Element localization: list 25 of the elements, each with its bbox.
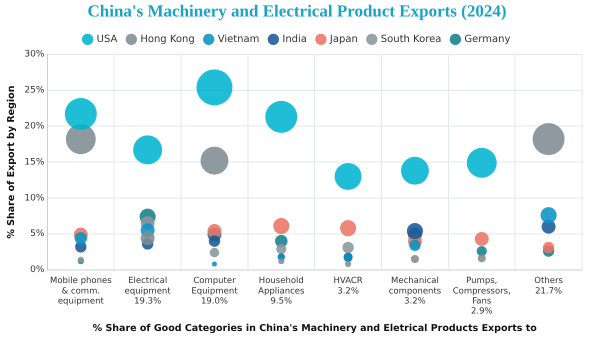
legend-label: Vietnam <box>218 34 260 45</box>
legend-label: South Korea <box>380 34 442 45</box>
y-tick-label: 5% <box>30 229 45 240</box>
x-tick-label: Household Appliances 9.5% <box>258 276 305 307</box>
legend-label: Hong Kong <box>140 34 195 45</box>
x-tick-label: Mechanical components 3.2% <box>388 276 442 307</box>
legend-label: India <box>282 34 307 45</box>
x-tick-label: Mobile phones & comm. equipment <box>50 276 112 307</box>
chart-title: China's Machinery and Electrical Product Exports (2024) <box>88 2 506 21</box>
x-tick-label: HVACR 3.2% <box>334 276 363 296</box>
y-tick-label: 25% <box>24 86 45 96</box>
x-tick-label: Others 21.7% <box>534 276 564 296</box>
x-axis-title: % Share of Good Categories in China's Machinery and Eletrical Products Exports to <box>92 322 538 334</box>
y-axis-title: % Share of Export by Region <box>6 85 18 239</box>
y-tick-label: 20% <box>24 122 45 132</box>
x-tick-label: Computer Equipment 19.0% <box>191 276 238 307</box>
y-tick-label: 10% <box>24 193 45 204</box>
legend-label: USA <box>96 34 118 45</box>
y-tick-label: 15% <box>24 157 45 168</box>
y-tick-label: 30% <box>24 50 45 60</box>
x-tick-label: Pumps, Compressors, Fans 2.9% <box>452 276 511 317</box>
y-tick-label: 0% <box>30 265 45 276</box>
x-tick-label: Electrical equipment 19.3% <box>124 276 172 307</box>
legend-label: Germany <box>464 34 510 45</box>
legend-label: Japan <box>328 34 358 45</box>
